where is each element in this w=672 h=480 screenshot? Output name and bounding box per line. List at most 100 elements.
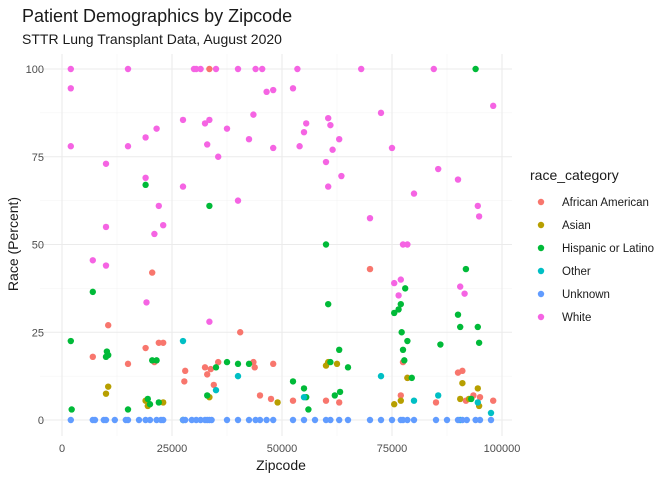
point-hispanic-or-latino [391,309,398,317]
point-white [102,262,110,269]
point-white [388,144,396,152]
chart-title: Patient Demographics by Zipcode [22,6,292,26]
point-asian [404,374,411,382]
point-hispanic-or-latino [327,358,334,366]
point-unknown [366,416,374,424]
point-white [461,290,468,297]
point-asian [333,360,341,368]
point-unknown [311,416,319,424]
legend-label-asian: Asian [562,220,591,232]
point-white [397,276,404,283]
point-hispanic-or-latino [322,241,330,248]
point-white [294,65,301,73]
point-white [142,134,149,141]
point-hispanic-or-latino [344,364,352,371]
legend-key-asian [537,221,545,229]
point-african-american [182,367,189,375]
point-unknown [234,416,242,424]
point-hispanic-or-latino [336,388,344,396]
point-unknown [102,416,110,424]
y-tick-label: 50 [32,240,44,252]
legend-label-african-american: African American [562,197,649,209]
point-white [143,299,150,306]
point-unknown [399,416,407,424]
y-axis-ticks: 0 25 50 75 100 [26,64,44,427]
chart-subtitle: STTR Lung Transplant Data, August 2020 [22,31,282,47]
point-african-american [207,365,214,373]
point-white [204,141,211,148]
point-african-american [204,371,211,378]
point-unknown [300,416,308,424]
point-african-american [256,392,264,399]
point-african-american [251,364,258,371]
point-hispanic-or-latino [105,351,112,359]
point-unknown [327,416,334,424]
point-unknown [252,416,259,424]
data-points [67,65,497,424]
point-white [325,114,332,122]
point-unknown [454,416,462,424]
point-hispanic-or-latino [331,392,338,399]
point-white [399,241,407,248]
point-african-american [155,339,162,346]
point-hispanic-or-latino [67,337,75,345]
point-white [160,221,167,229]
point-other [212,386,220,394]
point-white [391,279,398,287]
point-unknown [160,416,167,424]
point-unknown [472,416,479,424]
point-unknown [388,416,396,424]
point-unknown [193,416,200,424]
point-white [336,136,343,143]
point-african-american [201,364,209,371]
point-unknown [463,416,470,424]
point-white [263,88,270,96]
point-hispanic-or-latino [204,392,211,399]
point-unknown [182,416,189,424]
point-white [215,153,222,160]
point-other [179,337,187,345]
point-asian [102,390,110,397]
point-white [300,128,308,136]
point-white [303,120,310,127]
point-white [259,65,266,73]
point-unknown [142,416,149,424]
point-white [358,65,365,73]
point-white [270,86,277,94]
point-hispanic-or-latino [245,360,253,368]
point-unknown [91,416,99,424]
point-white [102,223,110,231]
point-other [435,392,442,399]
point-other [487,409,495,417]
point-unknown [146,416,154,424]
point-hispanic-or-latino [155,399,162,406]
point-white [197,65,204,73]
point-african-american [459,367,466,375]
point-hispanic-or-latino [305,406,312,413]
point-white [490,102,497,110]
point-white [475,213,483,220]
point-african-american [181,378,188,385]
point-white [395,292,402,299]
point-other [377,372,385,380]
point-white [89,257,97,264]
point-unknown [377,416,385,424]
point-hispanic-or-latino [234,360,242,368]
point-hispanic-or-latino [402,285,409,292]
point-hispanic-or-latino [404,337,411,345]
point-hispanic-or-latino [89,288,97,296]
point-white [212,65,220,73]
point-white [179,116,187,124]
point-white [179,183,187,190]
point-white [474,202,481,210]
point-hispanic-or-latino [408,374,415,382]
y-tick-label: 100 [26,64,44,76]
point-unknown [487,416,495,424]
point-white [206,116,213,124]
point-asian [105,383,112,390]
point-african-american [322,397,330,404]
point-white [67,143,75,150]
point-hispanic-or-latino [474,323,481,331]
point-unknown [344,416,352,424]
